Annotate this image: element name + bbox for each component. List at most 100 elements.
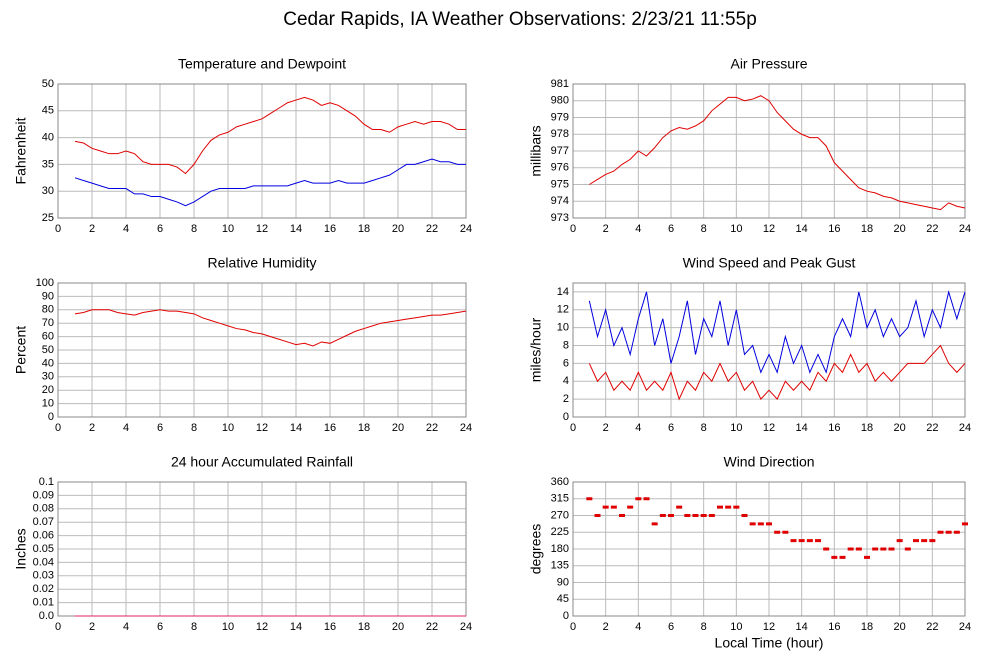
y-tick-label: 12	[557, 304, 569, 316]
y-tick-label: 0.07	[33, 516, 54, 528]
y-tick-label: 8	[563, 339, 569, 351]
x-tick-label: 14	[290, 621, 302, 633]
x-tick-label: 22	[426, 223, 438, 235]
x-tick-label: 14	[796, 223, 808, 235]
x-tick-label: 24	[460, 223, 472, 235]
data-point	[847, 547, 854, 551]
y-tick-label: 10	[557, 322, 569, 334]
y-axis-label: degrees	[528, 524, 544, 575]
x-tick-label: 16	[324, 621, 336, 633]
plot-frame	[57, 282, 467, 418]
y-tick-label: 979	[551, 111, 569, 123]
y-tick-label: 976	[551, 162, 569, 174]
data-point	[806, 539, 813, 543]
y-axis-label: Percent	[13, 326, 29, 374]
y-tick-label: 20	[42, 384, 54, 396]
y-axis-label: miles/hour	[528, 317, 544, 382]
panel-title: Wind Direction	[723, 454, 814, 470]
x-axis-label: Local Time (hour)	[715, 635, 824, 651]
x-tick-label: 0	[570, 422, 576, 434]
x-tick-label: 2	[603, 223, 609, 235]
x-tick-label: 6	[668, 621, 674, 633]
data-point	[594, 514, 601, 517]
x-tick-label: 12	[763, 223, 775, 235]
y-tick-label: 225	[551, 526, 569, 538]
x-tick-label: 0	[570, 223, 576, 235]
x-tick-label: 6	[157, 223, 163, 235]
x-tick-label: 22	[426, 621, 438, 633]
data-point	[945, 530, 952, 534]
y-tick-label: 0.05	[33, 543, 54, 555]
x-tick-label: 0	[55, 223, 61, 235]
x-tick-label: 8	[701, 422, 707, 434]
data-line	[588, 344, 966, 401]
y-tick-label: 80	[42, 304, 54, 316]
x-tick-label: 20	[894, 223, 906, 235]
x-tick-label: 4	[123, 621, 129, 633]
data-point	[708, 514, 715, 517]
y-tick-label: 315	[551, 493, 569, 505]
x-tick-label: 20	[392, 621, 404, 633]
x-tick-label: 10	[730, 621, 742, 633]
data-point	[610, 505, 617, 509]
x-tick-label: 8	[191, 223, 197, 235]
data-point	[643, 497, 650, 501]
data-point	[782, 530, 789, 534]
x-tick-label: 6	[157, 621, 163, 633]
data-point	[700, 514, 707, 517]
data-line	[74, 96, 466, 175]
panel-title: 24 hour Accumulated Rainfall	[171, 454, 353, 470]
plot-frame	[572, 282, 966, 418]
data-line	[588, 289, 966, 374]
y-tick-label: 360	[551, 476, 569, 488]
y-tick-label: 0.08	[33, 503, 54, 515]
data-point	[676, 505, 683, 509]
x-tick-label: 20	[894, 621, 906, 633]
y-tick-label: 90	[557, 576, 569, 588]
x-tick-label: 18	[861, 422, 873, 434]
x-tick-label: 2	[603, 621, 609, 633]
y-tick-label: 90	[42, 290, 54, 302]
x-tick-label: 16	[828, 223, 840, 235]
data-point	[659, 514, 666, 517]
y-tick-label: 6	[563, 357, 569, 369]
data-point	[766, 522, 772, 526]
data-point	[635, 497, 642, 501]
x-tick-label: 8	[191, 422, 197, 434]
y-tick-label: 25	[42, 212, 54, 224]
y-tick-label: 40	[42, 132, 54, 144]
y-tick-label: 30	[42, 371, 54, 383]
x-tick-label: 6	[157, 422, 163, 434]
y-tick-label: 50	[42, 78, 54, 90]
x-tick-label: 4	[635, 223, 641, 235]
data-line	[589, 95, 966, 211]
data-point	[880, 547, 887, 551]
x-tick-label: 6	[668, 223, 674, 235]
y-tick-label: 980	[551, 95, 569, 107]
x-tick-label: 12	[256, 223, 268, 235]
y-tick-label: 0.06	[33, 530, 54, 542]
data-point	[749, 522, 756, 526]
y-tick-label: 0	[48, 411, 54, 423]
x-tick-label: 22	[926, 422, 938, 434]
data-point	[921, 539, 928, 543]
y-tick-label: 2	[563, 393, 569, 405]
x-tick-label: 10	[730, 422, 742, 434]
x-tick-label: 4	[123, 223, 129, 235]
data-point	[798, 539, 805, 543]
data-point	[790, 539, 797, 543]
x-tick-label: 12	[763, 621, 775, 633]
data-point	[872, 547, 879, 551]
x-tick-label: 10	[222, 621, 234, 633]
y-tick-label: 40	[42, 357, 54, 369]
y-tick-label: 100	[36, 277, 54, 289]
data-line	[74, 158, 466, 207]
data-point	[692, 514, 699, 517]
x-tick-label: 24	[959, 422, 971, 434]
y-tick-label: 0	[563, 610, 569, 622]
plot-frame	[572, 481, 966, 617]
data-point	[864, 555, 870, 559]
panel-title: Temperature and Dewpoint	[178, 56, 346, 72]
